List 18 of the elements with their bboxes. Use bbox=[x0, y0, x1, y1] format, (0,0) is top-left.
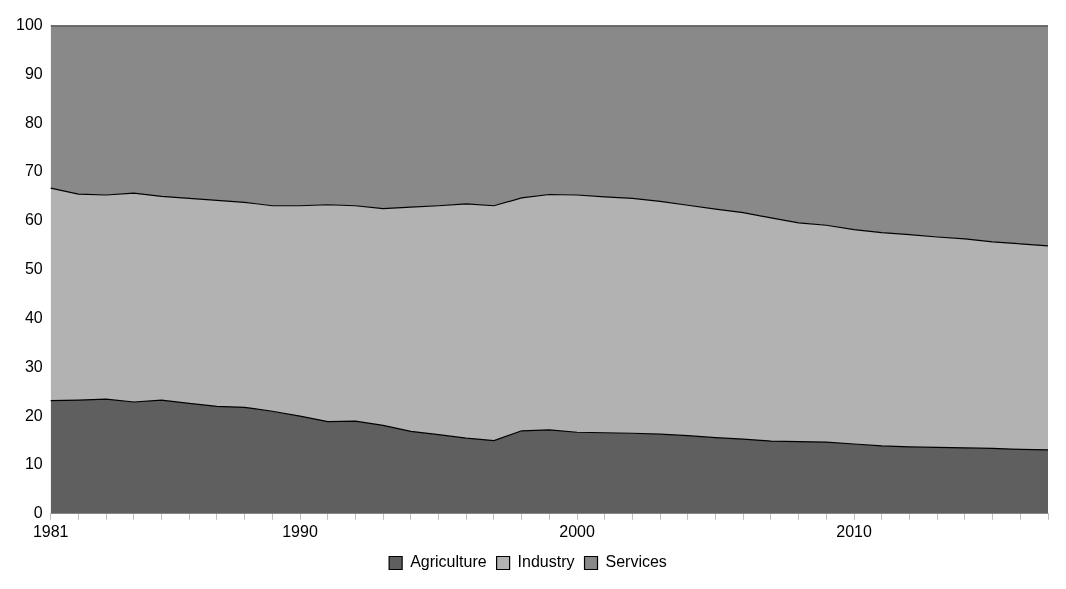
y-tick-label: 60 bbox=[24, 211, 43, 229]
y-tick-label: 80 bbox=[24, 113, 43, 131]
legend-label: Services bbox=[605, 553, 667, 571]
y-tick-label: 10 bbox=[24, 455, 43, 473]
legend-label: Agriculture bbox=[410, 553, 487, 571]
x-tick-label: 1990 bbox=[282, 522, 318, 540]
x-tick-label: 1981 bbox=[32, 522, 69, 540]
y-tick-label: 0 bbox=[33, 504, 43, 522]
y-tick-label: 30 bbox=[24, 357, 43, 375]
y-tick-label: 50 bbox=[24, 260, 43, 278]
y-tick-label: 90 bbox=[24, 64, 43, 82]
y-tick-label: 20 bbox=[24, 406, 43, 424]
x-tick-label: 2010 bbox=[836, 522, 872, 540]
y-tick-label: 100 bbox=[15, 16, 43, 34]
y-tick-label: 40 bbox=[24, 308, 43, 326]
x-tick-label: 2000 bbox=[559, 522, 595, 540]
legend-label: Industry bbox=[517, 553, 575, 571]
y-tick-label: 70 bbox=[24, 162, 43, 180]
